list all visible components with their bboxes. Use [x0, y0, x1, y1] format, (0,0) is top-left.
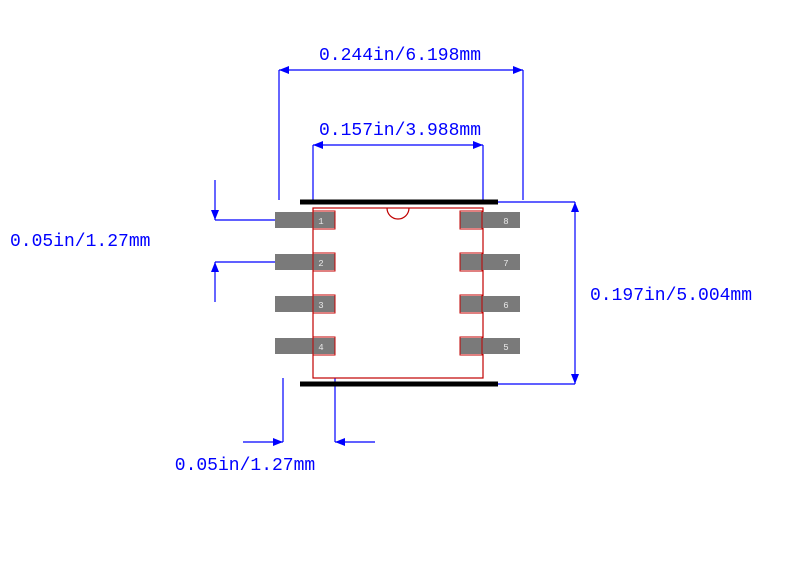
dim-pin-pitch: 0.05in/1.27mm [10, 180, 275, 302]
pad-number: 8 [503, 217, 508, 227]
pad-7: 7 [460, 253, 520, 271]
dim-height: 0.197in/5.004mm [498, 202, 752, 384]
pad-number: 4 [318, 343, 323, 353]
body-outline [313, 208, 483, 378]
pad-3: 3 [275, 295, 335, 313]
dim-label: 0.05in/1.27mm [10, 232, 150, 252]
pad-number: 2 [318, 259, 323, 269]
pad-number: 1 [318, 217, 323, 227]
dim-label: 0.244in/6.198mm [319, 46, 481, 66]
pad-number: 6 [503, 301, 508, 311]
pad-1: 1 [275, 211, 335, 229]
dim-label: 0.05in/1.27mm [175, 456, 315, 476]
pin1-notch-arc [387, 208, 409, 219]
pad-2: 2 [275, 253, 335, 271]
pad-number: 7 [503, 259, 508, 269]
pad-4: 4 [275, 337, 335, 355]
dim-pad-width: 0.05in/1.27mm [175, 378, 375, 476]
dimensions: 0.244in/6.198mm 0.157in/3.988mm 0.197in/5.… [10, 46, 752, 476]
pad-number: 3 [318, 301, 323, 311]
dim-label: 0.197in/5.004mm [590, 286, 752, 306]
dim-label: 0.157in/3.988mm [319, 121, 481, 141]
pad-8: 8 [460, 211, 520, 229]
pad-5: 5 [460, 337, 520, 355]
pad-6: 6 [460, 295, 520, 313]
pad-number: 5 [503, 343, 508, 353]
dim-width-body: 0.157in/3.988mm [313, 121, 483, 200]
